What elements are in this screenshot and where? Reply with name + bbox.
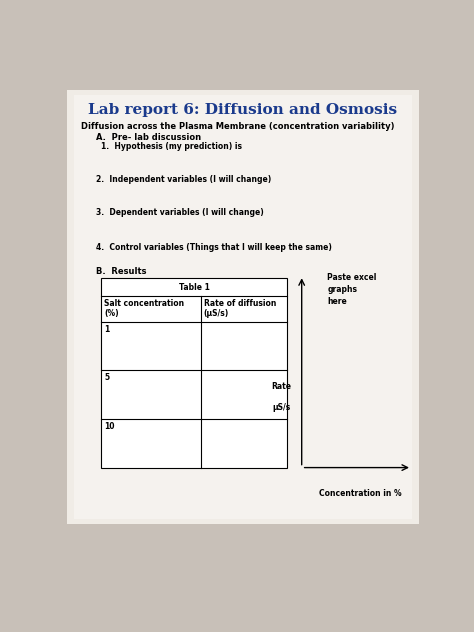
Text: Rate of diffusion: Rate of diffusion: [204, 299, 276, 308]
Text: μS/s: μS/s: [273, 403, 291, 412]
Text: 2.  Independent variables (I will change): 2. Independent variables (I will change): [96, 174, 271, 184]
Bar: [74, 95, 412, 519]
Text: Lab report 6: Diffusion and Osmosis: Lab report 6: Diffusion and Osmosis: [88, 102, 398, 117]
Text: (%): (%): [104, 310, 119, 319]
Bar: [101, 278, 287, 468]
Text: A.  Pre- lab discussion: A. Pre- lab discussion: [96, 133, 201, 142]
Text: (μS/s): (μS/s): [204, 310, 229, 319]
Text: 3.  Dependent variables (I will change): 3. Dependent variables (I will change): [96, 208, 264, 217]
Text: B.  Results: B. Results: [96, 267, 146, 276]
Text: Salt concentration: Salt concentration: [104, 299, 184, 308]
Text: 1: 1: [104, 324, 109, 334]
Bar: [66, 90, 419, 523]
Text: Table 1: Table 1: [179, 283, 210, 291]
Text: Diffusion across the Plasma Membrane (concentration variability): Diffusion across the Plasma Membrane (co…: [82, 122, 395, 131]
Text: 1.  Hypothesis (my prediction) is: 1. Hypothesis (my prediction) is: [101, 142, 243, 151]
Text: Paste excel
graphs
here: Paste excel graphs here: [328, 273, 377, 305]
Text: 4.  Control variables (Things that I will keep the same): 4. Control variables (Things that I will…: [96, 243, 332, 252]
Text: 10: 10: [104, 422, 115, 431]
Text: 5: 5: [104, 373, 109, 382]
Text: Concentration in %: Concentration in %: [319, 489, 402, 499]
Text: Rate: Rate: [272, 382, 292, 391]
